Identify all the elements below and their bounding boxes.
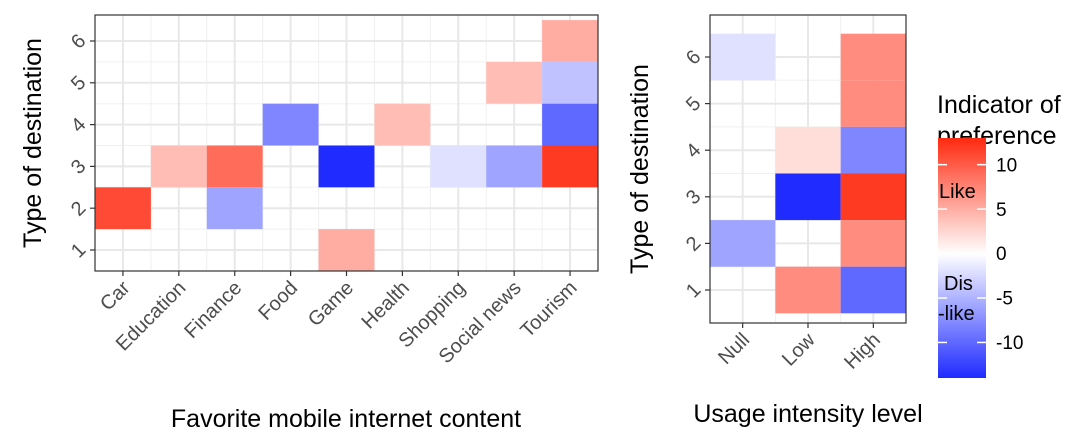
heatmap-cell [262, 103, 319, 146]
panel1-cells [95, 20, 598, 271]
heatmap-cell [150, 145, 207, 188]
heatmap-cell [840, 220, 906, 267]
legend-dislike-label-line2: -like [938, 303, 975, 325]
y-tick-label: 2 [682, 232, 705, 255]
y-tick-label: 3 [67, 155, 90, 178]
heatmap-cell [374, 103, 431, 146]
x-tick-label: Null [714, 329, 754, 369]
legend-ticks: 10 5 0 -5 -10 [938, 155, 1023, 354]
heatmap-cell [318, 145, 375, 188]
panel1-y-axis-label: Type of destination [19, 38, 47, 248]
heatmap-cell [486, 145, 543, 188]
heatmap-cell [775, 126, 841, 174]
legend-tick-label: 5 [996, 200, 1007, 221]
legend-dislike-label-line1: Dis [944, 273, 973, 295]
heatmap-cell [710, 220, 776, 267]
panel2-x-ticks: Null Low High [714, 323, 885, 374]
y-tick-label: 5 [67, 72, 90, 95]
panel2-cells [710, 33, 906, 314]
x-tick-label: Low [778, 329, 820, 371]
x-tick-label: Finance [180, 277, 246, 343]
legend-tick-label: 10 [996, 155, 1017, 176]
heatmap-cell [840, 173, 906, 221]
heatmap-cell [710, 33, 776, 81]
legend-title-line1: Indicator of [937, 91, 1061, 119]
heatmap-cell [430, 145, 487, 188]
heatmap-cell [542, 145, 598, 188]
x-tick-label: Tourism [517, 277, 582, 342]
y-tick-label: 5 [682, 93, 705, 116]
y-tick-label: 3 [682, 186, 705, 209]
y-tick-label: 2 [67, 197, 90, 220]
legend-like-label: Like [939, 181, 976, 203]
heatmap-cell [542, 103, 598, 146]
x-tick-label: Car [96, 277, 135, 316]
y-tick-label: 1 [67, 239, 90, 262]
heatmap-cell [95, 187, 151, 230]
x-tick-label: High [840, 329, 885, 374]
panel1-y-ticks: 1 2 3 4 5 6 [67, 30, 95, 262]
heatmap-cell [318, 229, 375, 271]
heatmap-cell [840, 266, 906, 314]
heatmap-cell [840, 33, 906, 81]
y-tick-label: 6 [67, 30, 90, 53]
heatmap-cell [775, 266, 841, 314]
panel2-y-ticks: 1 2 3 4 5 6 [682, 46, 710, 302]
legend-tick-label: -10 [996, 333, 1023, 354]
heatmap-cell [206, 187, 263, 230]
legend-colorbar [938, 138, 986, 378]
legend-tick-label: 0 [996, 244, 1007, 265]
heatmap-cell [542, 20, 598, 62]
panel1-x-axis-label: Favorite mobile internet content [171, 405, 521, 430]
heatmap-cell [840, 126, 906, 174]
heatmap-cell [206, 145, 263, 188]
y-tick-label: 4 [67, 114, 90, 137]
x-tick-label: Game [304, 277, 358, 331]
y-tick-label: 1 [682, 279, 705, 302]
heatmap-cell [775, 173, 841, 221]
heatmap-cell [486, 61, 543, 104]
y-tick-label: 4 [682, 139, 705, 162]
heatmap-cell [542, 61, 598, 104]
panel2-x-axis-label: Usage intensity level [693, 400, 922, 428]
legend-tick-label: -5 [996, 289, 1013, 310]
heatmap-cell [840, 80, 906, 127]
heatmap-usage-panel: Null Low High 1 2 3 4 5 6 Usage intensity level… [626, 14, 923, 428]
x-tick-label: Food [254, 277, 302, 325]
y-tick-label: 6 [682, 46, 705, 69]
panel2-y-axis-label: Type of destination [626, 64, 654, 274]
